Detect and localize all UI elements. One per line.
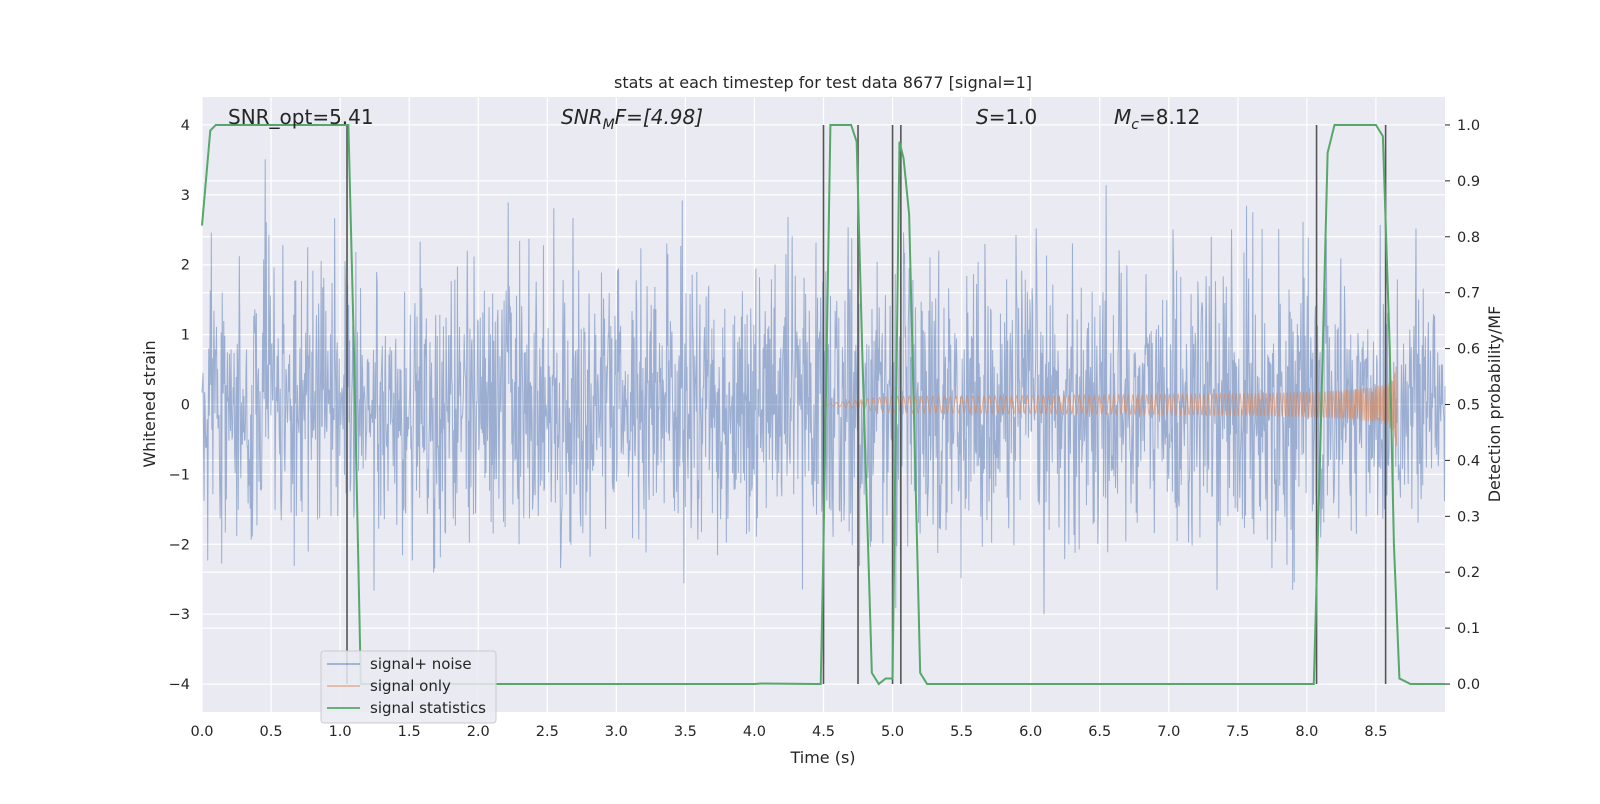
legend: signal+ noise signal only signal statist… — [320, 650, 497, 724]
y-left-tick-label: −4 — [169, 677, 190, 693]
y-left-tick-label: −3 — [169, 607, 190, 623]
x-tick-label: 0.5 — [260, 724, 283, 740]
annotation-s-rest: =1.0 — [989, 105, 1038, 129]
x-tick-label: 5.5 — [950, 724, 973, 740]
y-right-tick-label: 0.9 — [1457, 174, 1480, 190]
y-left-tick-label: −2 — [169, 537, 190, 553]
y-right-tick-label: 0.6 — [1457, 342, 1480, 358]
x-tick-label: 1.0 — [329, 724, 352, 740]
annotation-snr-mf-sub: M — [603, 117, 615, 133]
annotation-snr-mf: SNRMF=[4.98] — [561, 105, 703, 133]
y-left-tick-label: 4 — [181, 118, 190, 134]
legend-label-signal-noise: signal+ noise — [370, 655, 472, 673]
x-tick-label: 3.5 — [674, 724, 697, 740]
y-axis-left-label: Whitened strain — [140, 340, 159, 467]
x-tick-label: 7.0 — [1157, 724, 1180, 740]
x-tick-label: 5.0 — [881, 724, 904, 740]
y-left-tick-label: 2 — [181, 258, 190, 274]
y-right-tick-label: 0.8 — [1457, 230, 1480, 246]
x-tick-label: 0.0 — [190, 724, 213, 740]
signal-only-line — [823, 366, 1398, 446]
y-right-tick-label: 0.5 — [1457, 398, 1480, 414]
annotation-s: S=1.0 — [976, 105, 1037, 129]
legend-label-signal-statistics: signal statistics — [370, 699, 486, 717]
x-tick-label: 6.0 — [1019, 724, 1042, 740]
annotation-mc-main: M — [1114, 105, 1131, 129]
x-tick-label: 2.5 — [536, 724, 559, 740]
y-right-tick-label: 0.4 — [1457, 453, 1480, 469]
annotation-snr-opt: SNR_opt=5.41 — [228, 105, 374, 129]
annotation-mc: Mc=8.12 — [1114, 105, 1200, 133]
y-axis-right-label: Detection probability/MF — [1485, 306, 1504, 503]
y-right-tick-label: 0.2 — [1457, 565, 1480, 581]
x-tick-label: 3.0 — [605, 724, 628, 740]
x-tick-label: 7.5 — [1226, 724, 1249, 740]
x-tick-label: 2.0 — [467, 724, 490, 740]
y-axis-left-ticks: −4 −3 −2 −1 0 1 2 3 4 — [169, 118, 190, 693]
x-tick-label: 8.0 — [1295, 724, 1318, 740]
annotation-snr-mf-rest: F=[4.98] — [615, 105, 703, 129]
legend-box — [320, 650, 497, 724]
annotation-mc-rest: =8.12 — [1139, 105, 1200, 129]
y-left-tick-label: 3 — [181, 188, 190, 204]
y-right-tick-label: 0.7 — [1457, 286, 1480, 302]
x-tick-label: 4.5 — [812, 724, 835, 740]
chart-title: stats at each timestep for test data 867… — [614, 73, 1032, 92]
annotation-s-main: S — [976, 105, 989, 129]
x-tick-label: 1.5 — [398, 724, 421, 740]
x-tick-label: 8.5 — [1364, 724, 1387, 740]
annotation-snr-mf-main: SNR — [561, 105, 603, 129]
y-left-tick-label: −1 — [169, 467, 190, 483]
y-right-tick-label: 0.0 — [1457, 677, 1480, 693]
x-tick-label: 4.0 — [743, 724, 766, 740]
y-left-tick-label: 0 — [181, 398, 190, 414]
y-axis-right-ticks: 0.0 0.1 0.2 0.3 0.4 0.5 0.6 0.7 0.8 0.9 1.0 — [1445, 118, 1480, 693]
y-right-tick-label: 0.3 — [1457, 509, 1480, 525]
annotation-mc-sub: c — [1131, 117, 1139, 133]
x-tick-label: 6.5 — [1088, 724, 1111, 740]
y-right-tick-label: 0.1 — [1457, 621, 1480, 637]
x-axis-label: Time (s) — [789, 748, 855, 767]
y-left-tick-label: 1 — [181, 328, 190, 344]
x-axis-ticks: 0.0 0.5 1.0 1.5 2.0 2.5 3.0 3.5 4.0 4.5 5.0 5.5 6.0 6… — [190, 724, 1387, 740]
signal-only-series — [823, 366, 1398, 446]
y-right-tick-label: 1.0 — [1457, 118, 1480, 134]
legend-label-signal-only: signal only — [370, 677, 451, 695]
